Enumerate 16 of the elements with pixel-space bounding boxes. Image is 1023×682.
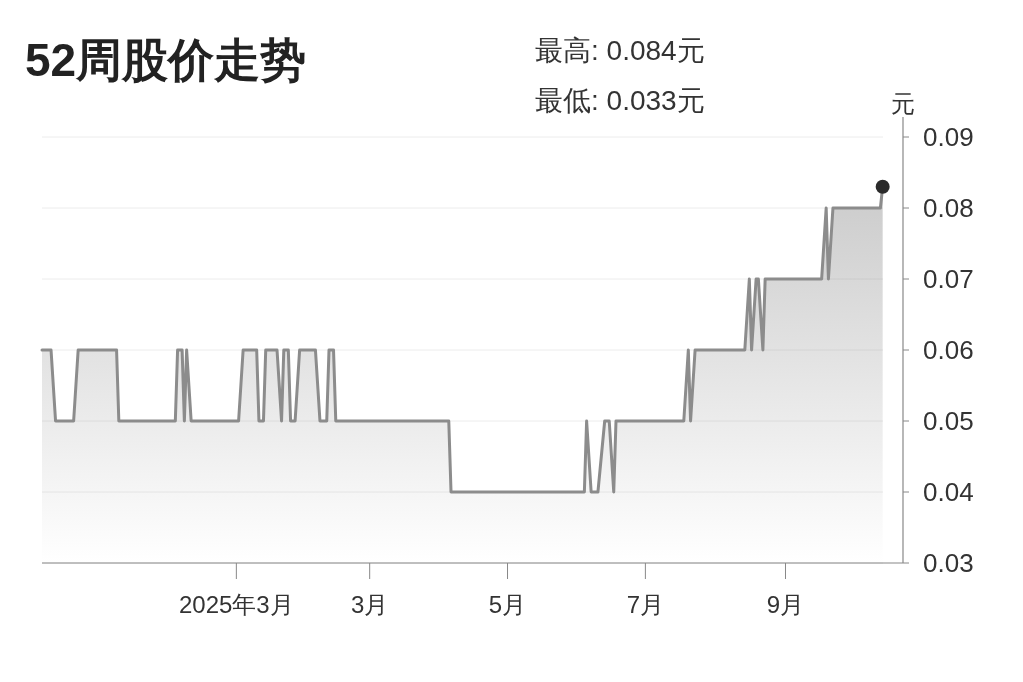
x-tick-label: 2025年3月 [178, 591, 294, 618]
text: 最低: 0.033元 [535, 85, 705, 116]
text: 最高: 0.084元 [535, 35, 705, 66]
y-tick-label: 0.05 [923, 406, 974, 436]
y-tick-label: 0.04 [923, 477, 974, 507]
x-tick-label: 3月 [351, 591, 389, 618]
y-tick-label: 0.07 [923, 264, 974, 294]
y-tick-label: 0.06 [923, 335, 974, 365]
y-tick-label: 0.09 [923, 122, 974, 152]
chart-title: 52周股价走势 [25, 34, 307, 86]
y-tick-label: 0.08 [923, 193, 974, 223]
y-tick-label: 0.03 [923, 548, 974, 578]
y-axis-title: 元 [891, 90, 915, 117]
x-tick-label: 7月 [626, 591, 665, 618]
x-tick-label: 5月 [488, 591, 527, 618]
x-tick-label: 9月 [766, 591, 805, 618]
